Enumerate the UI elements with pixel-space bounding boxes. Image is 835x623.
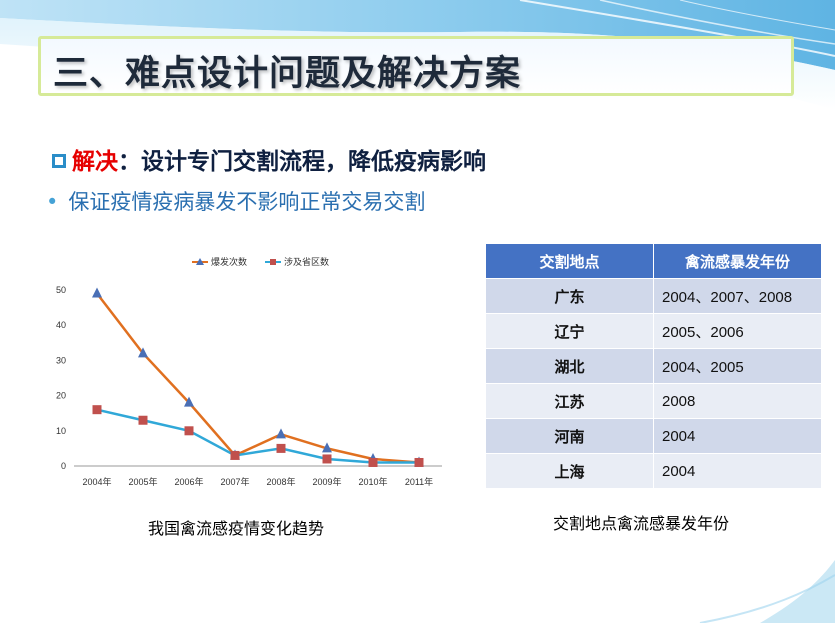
x-tick-label: 2004年 bbox=[82, 476, 111, 487]
legend-label: 爆发次数 bbox=[211, 256, 247, 268]
data-point bbox=[368, 457, 378, 467]
outbreak-table: 交割地点 禽流感暴发年份 广东 2004、2007、2008 辽宁 2005、2… bbox=[485, 243, 822, 489]
table-row: 广东 2004、2007、2008 bbox=[485, 278, 822, 314]
x-tick-label: 2011年 bbox=[405, 476, 433, 487]
x-tick-label: 2008年 bbox=[266, 476, 295, 487]
bullet-line: • 保证疫情疫病暴发不影响正常交易交割 bbox=[46, 186, 425, 216]
data-point bbox=[414, 457, 424, 467]
solution-line: 解决：设计专门交割流程，降低疫病影响 bbox=[52, 142, 486, 176]
series-line bbox=[96, 408, 419, 464]
data-point bbox=[276, 428, 286, 439]
table-cell-location: 湖北 bbox=[485, 348, 654, 384]
data-point bbox=[322, 454, 332, 464]
table-row: 江苏 2008 bbox=[485, 383, 822, 419]
y-tick-label: 20 bbox=[56, 391, 66, 401]
y-tick-label: 40 bbox=[56, 320, 66, 330]
y-tick-label: 30 bbox=[56, 355, 66, 365]
x-tick-label: 2006年 bbox=[174, 476, 203, 487]
line-chart: 0 10 20 30 40 50 2004年 2005年 2006年 2007年 2008年 2009… bbox=[52, 252, 460, 492]
table-cell-years: 2004、2007、2008 bbox=[653, 278, 822, 314]
bullet-text: 保证疫情疫病暴发不影响正常交易交割 bbox=[68, 190, 426, 214]
table-row: 辽宁 2005、2006 bbox=[485, 313, 822, 349]
data-point bbox=[230, 450, 240, 460]
data-point bbox=[138, 347, 148, 358]
data-point bbox=[184, 396, 194, 407]
table-cell-years: 2004 bbox=[653, 418, 822, 454]
data-point bbox=[322, 442, 332, 453]
data-point bbox=[138, 415, 148, 425]
legend-marker bbox=[270, 259, 276, 265]
table-cell-years: 2005、2006 bbox=[653, 313, 822, 349]
chart-svg: 0 10 20 30 40 50 2004年 2005年 2006年 2007年 2008年 2009… bbox=[56, 256, 442, 487]
table-cell-location: 广东 bbox=[485, 278, 654, 314]
table-cell-location: 辽宁 bbox=[485, 313, 654, 349]
data-point bbox=[184, 426, 194, 436]
square-bullet-icon bbox=[52, 154, 66, 168]
y-tick-label: 0 bbox=[61, 461, 66, 471]
table-row: 河南 2004 bbox=[485, 418, 822, 454]
x-tick-label: 2010年 bbox=[358, 476, 387, 487]
x-tick-label: 2005年 bbox=[128, 476, 157, 487]
table-row: 湖北 2004、2005 bbox=[485, 348, 822, 384]
table-header-years: 禽流感暴发年份 bbox=[653, 243, 822, 279]
table-cell-years: 2004 bbox=[653, 453, 822, 489]
table-row: 上海 2004 bbox=[485, 453, 822, 489]
table-cell-location: 江苏 bbox=[485, 383, 654, 419]
solution-text: ：设计专门交割流程，降低疫病影响 bbox=[118, 149, 486, 175]
x-tick-label: 2007年 bbox=[220, 476, 249, 487]
legend-marker bbox=[196, 258, 204, 265]
chart-caption: 我国禽流感疫情变化趋势 bbox=[148, 519, 325, 538]
data-point bbox=[92, 405, 102, 415]
table-cell-years: 2008 bbox=[653, 383, 822, 419]
y-tick-label: 10 bbox=[56, 426, 66, 436]
title-box: 三、难点设计问题及解决方案 bbox=[38, 36, 794, 96]
table-header-row: 交割地点 禽流感暴发年份 bbox=[485, 243, 822, 279]
legend-label: 涉及省区数 bbox=[284, 256, 329, 268]
bullet-dot: • bbox=[46, 190, 59, 214]
data-point bbox=[276, 443, 286, 453]
slide-title: 三、难点设计问题及解决方案 bbox=[53, 54, 522, 94]
series-line bbox=[96, 292, 420, 464]
table-cell-location: 河南 bbox=[485, 418, 654, 454]
solution-label: 解决 bbox=[72, 149, 118, 175]
table-cell-years: 2004、2005 bbox=[653, 348, 822, 384]
table-caption: 交割地点禽流感暴发年份 bbox=[553, 514, 730, 533]
y-tick-label: 50 bbox=[56, 285, 66, 295]
table-header-location: 交割地点 bbox=[485, 243, 654, 279]
x-tick-label: 2009年 bbox=[312, 476, 341, 487]
data-point bbox=[92, 287, 102, 298]
table-cell-location: 上海 bbox=[485, 453, 654, 489]
